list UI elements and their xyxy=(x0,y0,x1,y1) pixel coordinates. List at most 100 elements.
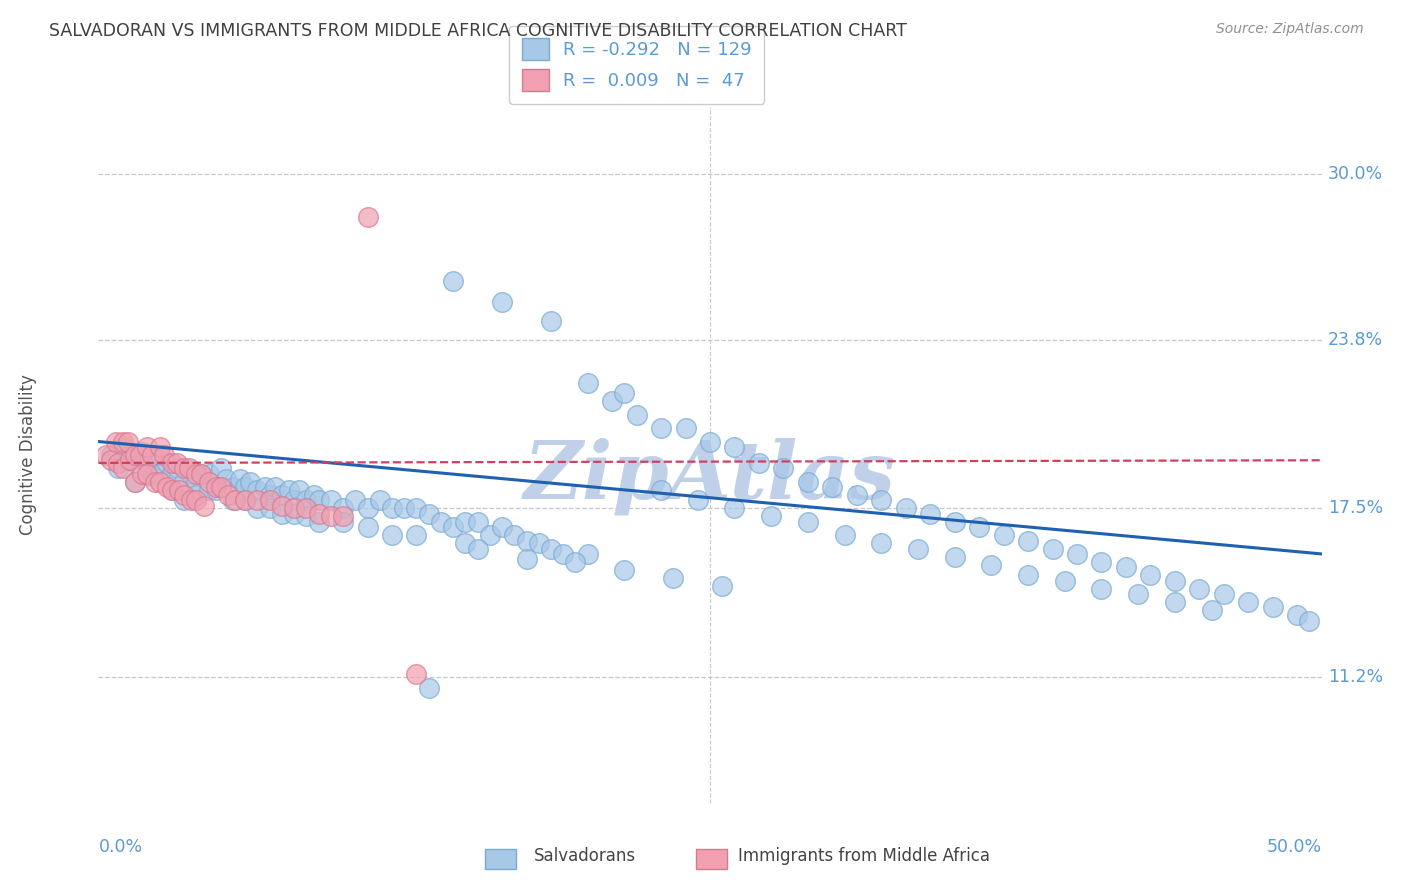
Point xyxy=(197,483,219,497)
Point xyxy=(576,547,599,561)
Text: Immigrants from Middle Africa: Immigrants from Middle Africa xyxy=(738,847,990,865)
Point xyxy=(173,461,195,475)
Point xyxy=(454,515,477,529)
Text: Cognitive Disability: Cognitive Disability xyxy=(20,375,38,535)
Text: Salvadorans: Salvadorans xyxy=(534,847,637,865)
Text: 0.0%: 0.0% xyxy=(98,838,142,855)
Point xyxy=(650,483,672,497)
Point xyxy=(149,440,172,454)
Point xyxy=(515,533,537,548)
Point xyxy=(467,541,489,556)
Text: SALVADORAN VS IMMIGRANTS FROM MIDDLE AFRICA COGNITIVE DISABILITY CORRELATION CHA: SALVADORAN VS IMMIGRANTS FROM MIDDLE AFR… xyxy=(49,22,907,40)
Point xyxy=(229,472,252,486)
Point xyxy=(295,501,318,516)
Point xyxy=(117,434,139,449)
Point xyxy=(699,434,721,449)
Point xyxy=(239,475,262,489)
Point xyxy=(1201,603,1223,617)
Point xyxy=(173,488,195,502)
Point xyxy=(186,475,208,489)
Point xyxy=(283,507,305,521)
Point xyxy=(217,488,239,502)
Point xyxy=(920,507,942,521)
Text: 23.8%: 23.8% xyxy=(1327,331,1384,349)
Text: ZipAtlas: ZipAtlas xyxy=(524,437,896,515)
Point xyxy=(405,528,427,542)
Point xyxy=(834,528,856,542)
Point xyxy=(1298,614,1320,628)
Point xyxy=(368,493,391,508)
Point xyxy=(907,541,929,556)
Point xyxy=(332,501,354,516)
Text: 11.2%: 11.2% xyxy=(1327,668,1384,686)
Point xyxy=(270,507,294,521)
Point xyxy=(613,386,636,401)
Point xyxy=(1188,582,1211,596)
Point xyxy=(288,483,311,497)
Point xyxy=(190,467,212,481)
Point xyxy=(1139,568,1161,582)
Point xyxy=(381,528,404,542)
Point xyxy=(270,488,294,502)
Point xyxy=(111,434,134,449)
Point xyxy=(197,475,219,489)
Point xyxy=(478,528,501,542)
Point xyxy=(153,448,176,462)
Legend: R = -0.292   N = 129, R =  0.009   N =  47: R = -0.292 N = 129, R = 0.009 N = 47 xyxy=(509,26,765,104)
Point xyxy=(186,467,208,481)
Point xyxy=(1017,568,1039,582)
Point xyxy=(1090,582,1112,596)
Point xyxy=(111,461,134,475)
Point xyxy=(124,475,146,489)
Point xyxy=(253,480,276,494)
Point xyxy=(107,456,129,470)
Point xyxy=(686,493,709,508)
Point xyxy=(1164,574,1187,588)
Point xyxy=(392,501,416,516)
Point xyxy=(186,493,208,508)
Point xyxy=(233,493,256,508)
Text: Source: ZipAtlas.com: Source: ZipAtlas.com xyxy=(1216,22,1364,37)
Point xyxy=(160,467,183,481)
Point xyxy=(160,456,183,470)
Point xyxy=(356,501,378,516)
Point xyxy=(278,483,301,497)
Point xyxy=(356,210,378,224)
Point xyxy=(405,501,427,516)
Point xyxy=(662,571,685,585)
Point xyxy=(233,480,256,494)
Point xyxy=(491,295,513,310)
Point xyxy=(748,456,770,470)
Point xyxy=(259,501,281,516)
Point xyxy=(222,493,245,508)
Point xyxy=(302,488,325,502)
Point xyxy=(943,549,966,564)
Point xyxy=(209,461,232,475)
Point xyxy=(870,493,893,508)
Point xyxy=(177,461,200,475)
Point xyxy=(723,440,745,454)
Point xyxy=(197,467,219,481)
Point xyxy=(141,448,163,462)
Point xyxy=(381,501,404,516)
Point xyxy=(104,434,127,449)
Point xyxy=(308,507,330,521)
Point xyxy=(141,469,163,483)
Point xyxy=(515,552,537,566)
Point xyxy=(711,579,734,593)
Point xyxy=(233,493,256,508)
Point xyxy=(111,440,134,454)
Point xyxy=(1066,547,1088,561)
Point xyxy=(332,509,354,524)
Point xyxy=(1115,560,1137,574)
Point xyxy=(308,493,330,508)
Point xyxy=(149,448,172,462)
Point xyxy=(222,480,245,494)
Point xyxy=(626,408,648,422)
Point xyxy=(943,515,966,529)
Point xyxy=(441,274,464,288)
Point xyxy=(797,475,820,489)
Point xyxy=(143,475,166,489)
Point xyxy=(454,536,477,550)
Point xyxy=(613,563,636,577)
